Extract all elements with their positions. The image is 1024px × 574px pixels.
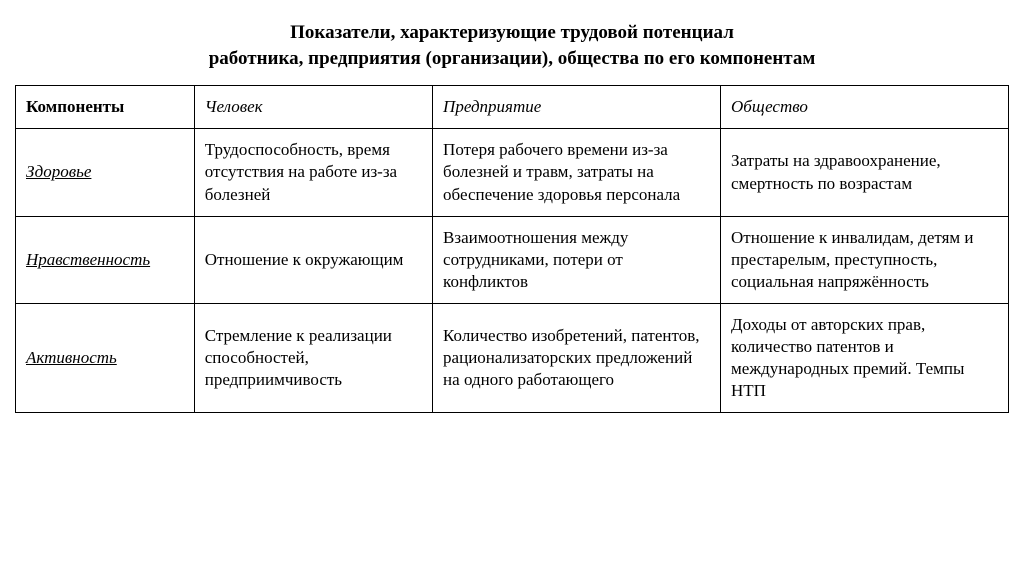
header-components: Компоненты [16,86,195,129]
header-society: Общество [721,86,1009,129]
component-health: Здоровье [16,129,195,216]
cell-activity-enterprise: Количество изобретений, патентов, рацион… [433,303,721,412]
cell-health-society: Затраты на здравоохранение, смертность п… [721,129,1009,216]
title-line2: работника, предприятия (организации), об… [209,48,816,69]
page-title: Показатели, характеризующие трудовой пот… [15,20,1009,71]
table-row: Активность Стремление к реализации спосо… [16,303,1009,412]
cell-activity-society: Доходы от авторских прав, количество пат… [721,303,1009,412]
cell-morality-enterprise: Взаимоотношения между сотрудниками, поте… [433,216,721,303]
title-line1: Показатели, характеризующие трудовой пот… [290,22,734,43]
component-morality: Нравственность [16,216,195,303]
cell-health-enterprise: Потеря рабочего времени из-за болезней и… [433,129,721,216]
cell-morality-human: Отношение к окружающим [194,216,432,303]
indicators-table: Компоненты Человек Предприятие Общество … [15,85,1009,413]
table-row: Здоровье Трудоспособность, время отсутст… [16,129,1009,216]
table-row: Нравственность Отношение к окружающим Вз… [16,216,1009,303]
cell-health-human: Трудоспособность, время отсутствия на ра… [194,129,432,216]
component-activity: Активность [16,303,195,412]
cell-activity-human: Стремление к реализации способностей, пр… [194,303,432,412]
header-enterprise: Предприятие [433,86,721,129]
header-human: Человек [194,86,432,129]
cell-morality-society: Отношение к инвалидам, детям и престарел… [721,216,1009,303]
table-header-row: Компоненты Человек Предприятие Общество [16,86,1009,129]
